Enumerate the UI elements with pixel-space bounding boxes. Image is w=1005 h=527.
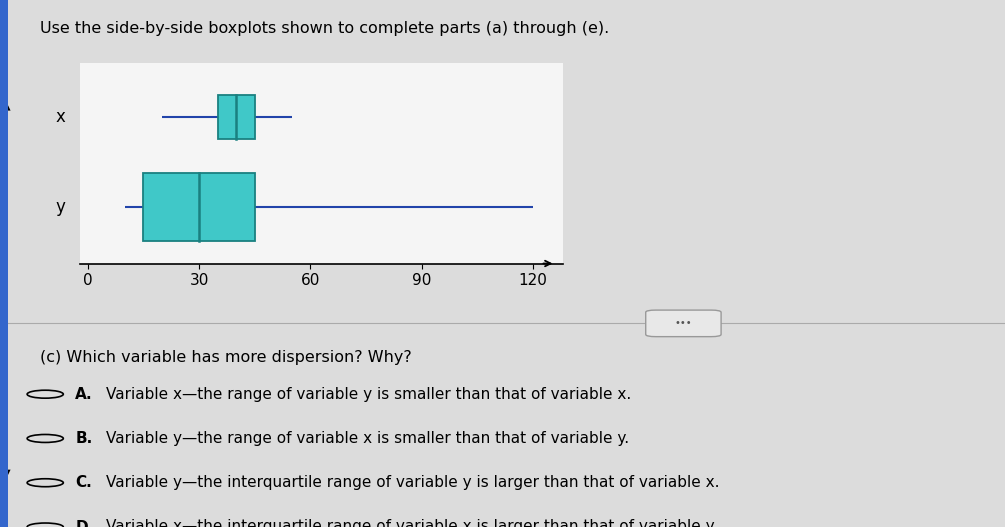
Text: A.: A. <box>75 387 93 402</box>
Text: B.: B. <box>75 431 92 446</box>
Bar <box>144 173 255 241</box>
Text: (c) Which variable has more dispersion? Why?: (c) Which variable has more dispersion? … <box>40 350 412 365</box>
Text: x: x <box>55 109 65 126</box>
Text: D.: D. <box>75 520 93 527</box>
Text: Variable y—the interquartile range of variable y is larger than that of variable: Variable y—the interquartile range of va… <box>106 475 719 490</box>
Text: y: y <box>55 199 65 217</box>
Text: Variable y—the range of variable x is smaller than that of variable y.: Variable y—the range of variable x is sm… <box>106 431 629 446</box>
Bar <box>218 95 255 139</box>
Text: ▲: ▲ <box>1 99 11 112</box>
Text: •••: ••• <box>674 318 692 328</box>
Text: Variable x—the range of variable y is smaller than that of variable x.: Variable x—the range of variable y is sm… <box>106 387 631 402</box>
Text: ▼: ▼ <box>1 468 11 481</box>
Text: C.: C. <box>75 475 92 490</box>
Text: Variable x—the interquartile range of variable x is larger than that of variable: Variable x—the interquartile range of va… <box>106 520 717 527</box>
Text: Use the side-by-side boxplots shown to complete parts (a) through (e).: Use the side-by-side boxplots shown to c… <box>40 22 609 36</box>
FancyBboxPatch shape <box>646 310 722 337</box>
